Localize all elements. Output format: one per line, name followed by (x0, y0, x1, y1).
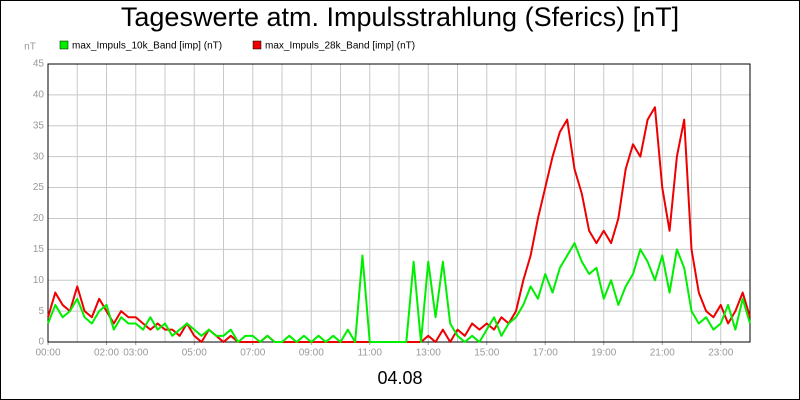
data-line (47, 242, 751, 343)
x-tick-label: 03:00 (123, 348, 148, 359)
x-tick-label: 19:00 (591, 348, 616, 359)
y-tick-label: 40 (33, 90, 45, 101)
x-tick-label: 05:00 (182, 348, 207, 359)
y-tick-label: 45 (33, 59, 45, 70)
y-tick-label: 25 (33, 182, 45, 193)
legend-swatch (59, 40, 69, 50)
y-tick-label: 10 (33, 275, 45, 286)
legend-label: max_Impuls_10k_Band [imp] (nT) (72, 41, 222, 52)
y-tick-label: 0 (38, 337, 44, 348)
legend-label: max_Impuls_28k_Band [imp] (nT) (265, 41, 415, 52)
x-tick-label: 13:00 (416, 348, 441, 359)
y-tick-label: 5 (38, 306, 44, 317)
y-tick-label: 30 (33, 151, 45, 162)
chart-title: Tageswerte atm. Impulsstrahlung (Sferics… (121, 2, 679, 32)
x-tick-label: 00:00 (35, 348, 60, 359)
y-tick-label: 20 (33, 213, 45, 224)
x-tick-label: 23:00 (708, 348, 733, 359)
y-tick-label: 35 (33, 120, 45, 131)
x-tick-label: 17:00 (533, 348, 558, 359)
x-tick-label: 21:00 (650, 348, 675, 359)
legend-swatch (252, 40, 262, 50)
y-tick-label: 15 (33, 244, 45, 255)
x-tick-label: 11:00 (358, 348, 383, 359)
x-tick-label: 07:00 (240, 348, 265, 359)
x-tick-label: 09:00 (299, 348, 324, 359)
x-tick-label: 02:00 (94, 348, 119, 359)
y-unit: nT (24, 42, 36, 53)
x-axis-label: 04.08 (377, 368, 422, 388)
x-tick-label: 15:00 (474, 348, 499, 359)
